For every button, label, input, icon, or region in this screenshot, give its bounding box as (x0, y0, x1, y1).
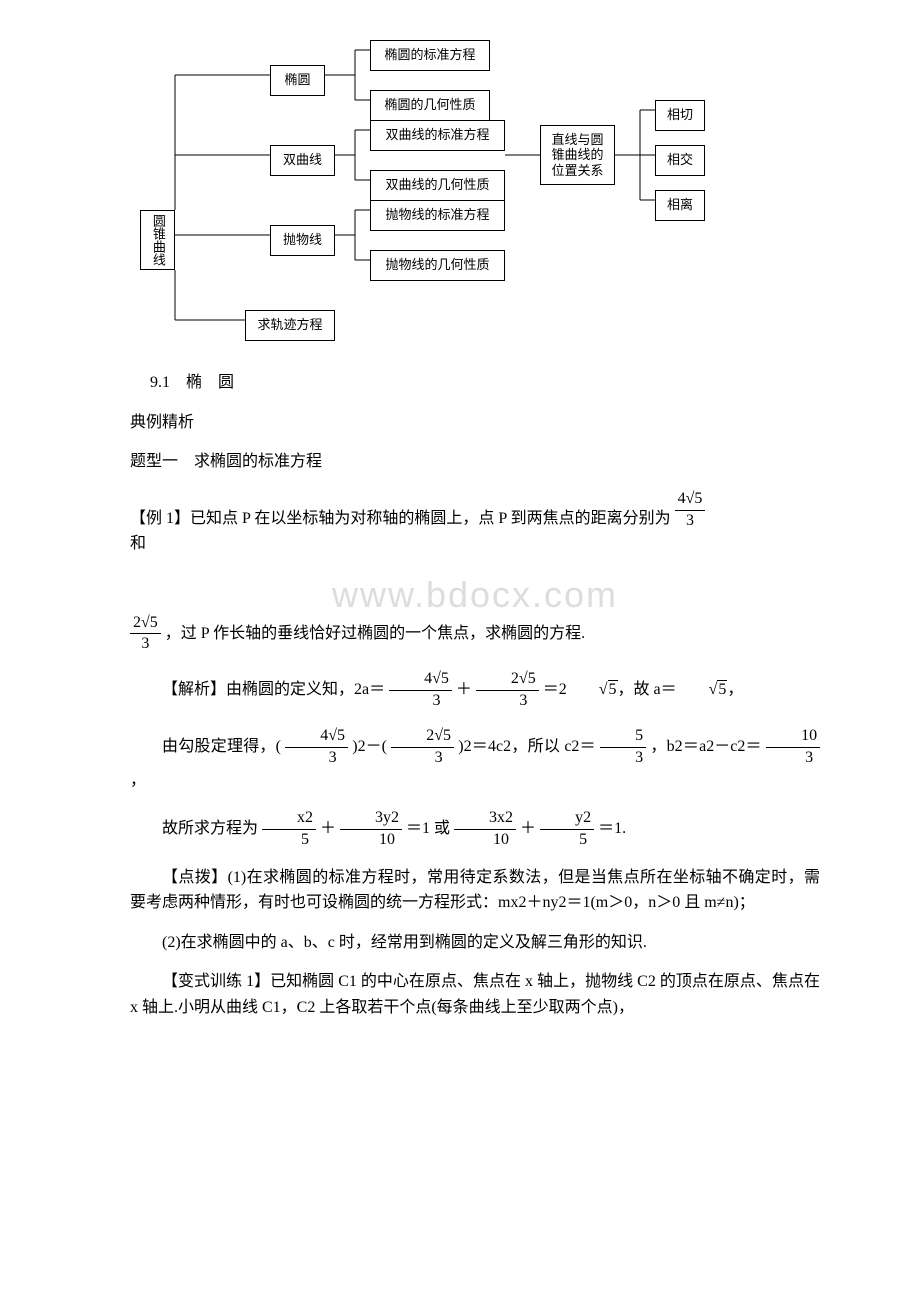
n: 4√5 (389, 669, 452, 691)
dianbo-label: 【点拨】 (162, 869, 228, 886)
frac-c: 4√53 (285, 726, 348, 769)
child-3-2: 抛物线的几何性质 (370, 250, 505, 281)
frac-b: 2√53 (476, 669, 539, 712)
n: y2 (540, 808, 594, 830)
example-text-b: 和 (130, 535, 146, 552)
child-1-1: 椭圆的标准方程 (370, 40, 490, 71)
branch-locus: 求轨迹方程 (245, 310, 335, 341)
heading-examples: 典例精析 (130, 410, 820, 436)
frac-a: 4√53 (389, 669, 452, 712)
frac-num: 4√5 (678, 490, 703, 507)
rel-3: 相离 (655, 190, 705, 221)
result-equation: 故所求方程为 x25 ＋ 3y210 ＝1 或 3x210 ＋ y25 ＝1. (130, 808, 820, 851)
gg-d: ，b2＝a2－c2＝ (650, 738, 761, 755)
child-3-1: 抛物线的标准方程 (370, 200, 505, 231)
d: 3 (766, 748, 820, 769)
eq-e: ＝1. (598, 820, 626, 837)
child-2-2: 双曲线的几何性质 (370, 170, 505, 201)
branch-ellipse: 椭圆 (270, 65, 325, 96)
gougu: 由勾股定理得，( 4√53 )2－( 2√53 )2＝4c2，所以 c2＝ 53… (130, 726, 820, 794)
n: 5 (600, 726, 646, 748)
sol-a: 由椭圆的定义知，2a＝ (226, 681, 385, 698)
eq-a: 故所求方程为 (162, 820, 258, 837)
frac-num: 2√5 (130, 613, 161, 635)
variant-1: 【变式训练 1】已知椭圆 C1 的中心在原点、焦点在 x 轴上，抛物线 C2 的… (130, 969, 820, 1020)
eq-d: ＋ (520, 820, 536, 837)
d: 3 (476, 691, 539, 712)
sol-e: ， (727, 681, 743, 698)
heading-problem-type: 题型一 求椭圆的标准方程 (130, 449, 820, 475)
frac-10-3: 103 (766, 726, 820, 769)
section-number: 9.1 (150, 374, 170, 391)
frac-den: 3 (675, 511, 706, 532)
dianbo-2: (2)在求椭圆中的 a、b、c 时，经常用到椭圆的定义及解三角形的知识. (130, 930, 820, 956)
section-title: 椭 圆 (186, 374, 234, 391)
root-box: 圆锥曲线 (140, 210, 175, 270)
branch-parabola: 抛物线 (270, 225, 335, 256)
example-1-cont: 2√53 ，过 P 作长轴的垂线恰好过椭圆的一个焦点，求椭圆的方程. (130, 613, 820, 656)
frac-4sqrt5-3: 4√53 (675, 489, 706, 532)
frac-x2-5: x25 (262, 808, 316, 851)
branch-hyperbola: 双曲线 (270, 145, 335, 176)
right-box: 直线与圆锥曲线的位置关系 (540, 125, 615, 185)
n: 4√5 (285, 726, 348, 748)
dianbo-1: 【点拨】(1)在求椭圆的标准方程时，常用待定系数法，但是当焦点所在坐标轴不确定时… (130, 865, 820, 916)
rel-2: 相交 (655, 145, 705, 176)
gg-c: )2＝4c2，所以 c2＝ (458, 738, 596, 755)
example-text-a: 已知点 P 在以坐标轴为对称轴的椭圆上，点 P 到两焦点的距离分别为 (190, 510, 671, 527)
n: 2√5 (476, 669, 539, 691)
d: 3 (391, 748, 454, 769)
sqrt5b: 5 (677, 677, 728, 703)
gg-a: 由勾股定理得，( (162, 738, 281, 755)
n: 3x2 (454, 808, 516, 830)
n: 2√5 (391, 726, 454, 748)
sqrt5: 5 (567, 677, 618, 703)
example-label: 【例 1】 (130, 510, 190, 527)
section-heading: 9.1 椭 圆 (150, 370, 820, 396)
frac-2sqrt5-3: 2√53 (130, 613, 161, 656)
sol-b: ＋ (456, 681, 472, 698)
frac-d: 2√53 (391, 726, 454, 769)
d: 5 (540, 830, 594, 851)
n: 3y2 (340, 808, 402, 830)
gg-b: )2－( (352, 738, 387, 755)
eq-b: ＋ (320, 820, 336, 837)
d: 3 (389, 691, 452, 712)
example-1: 【例 1】已知点 P 在以坐标轴为对称轴的椭圆上，点 P 到两焦点的距离分别为 … (130, 489, 820, 557)
child-1-2: 椭圆的几何性质 (370, 90, 490, 121)
rel-1: 相切 (655, 100, 705, 131)
d: 10 (340, 830, 402, 851)
gg-e: ， (130, 772, 146, 789)
eq-c: ＝1 或 (406, 820, 450, 837)
variant-label: 【变式训练 1】 (162, 973, 270, 990)
solution-label: 【解析】 (162, 681, 226, 698)
d: 10 (454, 830, 516, 851)
solution: 【解析】由椭圆的定义知，2a＝ 4√53 ＋ 2√53 ＝25，故 a＝5， (130, 669, 820, 712)
frac-den: 3 (130, 634, 161, 655)
frac-3x2-10: 3x210 (454, 808, 516, 851)
frac-y2-5: y25 (540, 808, 594, 851)
n: 10 (766, 726, 820, 748)
child-2-1: 双曲线的标准方程 (370, 120, 505, 151)
d: 5 (262, 830, 316, 851)
sol-d: ，故 a＝ (618, 681, 677, 698)
d: 3 (600, 748, 646, 769)
dianbo-text-1: (1)在求椭圆的标准方程时，常用待定系数法，但是当焦点所在坐标轴不确定时，需要考… (130, 869, 820, 912)
example-text-c: ，过 P 作长轴的垂线恰好过椭圆的一个焦点，求椭圆的方程. (165, 625, 585, 642)
frac-5-3: 53 (600, 726, 646, 769)
concept-diagram: 圆锥曲线 椭圆 双曲线 抛物线 求轨迹方程 椭圆的标准方程 椭圆的几何性质 双曲… (140, 40, 740, 340)
n: x2 (262, 808, 316, 830)
frac-3y2-10: 3y210 (340, 808, 402, 851)
d: 3 (285, 748, 348, 769)
sol-c: ＝2 (543, 681, 567, 698)
